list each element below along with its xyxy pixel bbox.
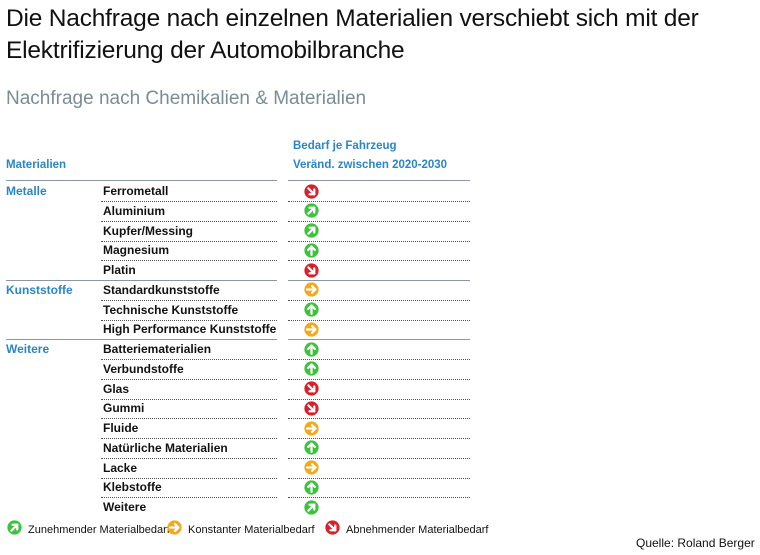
- material-name: Klebstoffe: [103, 480, 162, 495]
- constant-arrow-icon: [304, 420, 319, 436]
- row-divider: [288, 378, 470, 380]
- row-divider: [6, 180, 277, 181]
- material-name: Aluminium: [103, 203, 165, 218]
- row-divider: [6, 280, 277, 281]
- material-name: Verbundstoffe: [103, 361, 184, 376]
- row-divider: [101, 299, 277, 301]
- legend-constant: Konstanter Materialbedarf: [167, 520, 315, 540]
- materials-header: Materialien: [6, 159, 67, 171]
- row-divider: [288, 180, 470, 181]
- row-divider: [288, 339, 470, 341]
- decrease-arrow-icon: [304, 381, 319, 396]
- decrease-arrow-icon: [325, 520, 340, 540]
- material-name: High Performance Kunststoffe: [103, 322, 277, 337]
- constant-arrow-icon: [167, 520, 182, 540]
- row-divider: [288, 240, 470, 242]
- group-label: Metalle: [6, 184, 47, 198]
- legend-decrease: Abnehmender Materialbedarf: [325, 520, 488, 540]
- row-divider: [288, 319, 470, 321]
- row-divider: [101, 201, 277, 202]
- group-label: Weitere: [6, 342, 50, 356]
- row-divider: [288, 477, 470, 479]
- row-divider: [101, 240, 277, 242]
- material-name: Glas: [103, 381, 130, 396]
- group-label: Kunststoffe: [6, 282, 73, 297]
- row-divider: [288, 438, 470, 439]
- row-divider: [101, 457, 277, 459]
- material-name: Gummi: [103, 401, 145, 416]
- increase-arrow-icon: [7, 520, 22, 540]
- row-divider: [288, 359, 470, 360]
- legend-increase: Zunehmender Materialbedarf: [7, 520, 170, 540]
- strong-increase-arrow-icon: [304, 341, 319, 357]
- row-divider: [288, 201, 470, 202]
- strong-increase-arrow-icon: [304, 302, 319, 317]
- material-name: Kupfer/Messing: [103, 223, 194, 238]
- decrease-arrow-icon: [304, 183, 319, 199]
- source-note: Quelle: Roland Berger: [636, 536, 755, 550]
- row-divider: [101, 359, 277, 360]
- strong-increase-arrow-icon: [304, 480, 319, 495]
- increase-arrow-icon: [304, 499, 319, 515]
- demand-header-line2: Veränd. zwischen 2020-2030: [293, 159, 448, 171]
- row-divider: [101, 220, 277, 222]
- strong-increase-arrow-icon: [304, 361, 319, 376]
- row-divider: [101, 378, 277, 380]
- increase-arrow-icon: [304, 223, 319, 238]
- constant-arrow-icon: [304, 282, 319, 297]
- row-divider: [288, 299, 470, 301]
- chart-subtitle: Nachfrage nach Chemikalien & Materialien: [6, 88, 367, 109]
- material-name: Standardkunststoffe: [103, 282, 220, 297]
- demand-header-line1: Bedarf je Fahrzeug: [293, 140, 397, 152]
- material-name: Lacke: [103, 460, 138, 475]
- material-name: Fluide: [103, 421, 139, 435]
- legend-decrease-label: Abnehmender Materialbedarf: [346, 524, 489, 536]
- row-divider: [288, 497, 470, 499]
- material-name: Natürliche Materialien: [103, 440, 228, 455]
- material-name: Ferrometall: [103, 184, 169, 198]
- row-divider: [101, 418, 277, 420]
- row-divider: [6, 339, 277, 341]
- decrease-arrow-icon: [304, 401, 319, 416]
- constant-arrow-icon: [304, 460, 319, 475]
- decrease-arrow-icon: [304, 262, 319, 278]
- material-name: Platin: [103, 263, 136, 277]
- row-divider: [288, 418, 470, 420]
- legend-constant-label: Konstanter Materialbedarf: [188, 524, 315, 536]
- row-divider: [101, 319, 277, 321]
- legend-increase-label: Zunehmender Materialbedarf: [28, 524, 170, 536]
- material-name: Technische Kunststoffe: [103, 302, 239, 317]
- strong-increase-arrow-icon: [304, 440, 319, 455]
- row-divider: [101, 438, 277, 439]
- row-divider: [101, 260, 277, 262]
- increase-arrow-icon: [304, 203, 319, 218]
- row-divider: [288, 280, 470, 281]
- row-divider: [288, 260, 470, 262]
- material-name: Weitere: [103, 500, 147, 514]
- row-divider: [288, 220, 470, 222]
- page-title: Die Nachfrage nach einzelnen Materialien…: [6, 5, 699, 64]
- row-divider: [101, 497, 277, 499]
- row-divider: [288, 398, 470, 400]
- row-divider: [101, 398, 277, 400]
- material-name: Batteriematerialien: [103, 342, 212, 356]
- row-divider: [288, 457, 470, 459]
- strong-increase-arrow-icon: [304, 243, 319, 258]
- row-divider: [101, 477, 277, 479]
- material-name: Magnesium: [103, 243, 170, 258]
- constant-arrow-icon: [304, 322, 319, 337]
